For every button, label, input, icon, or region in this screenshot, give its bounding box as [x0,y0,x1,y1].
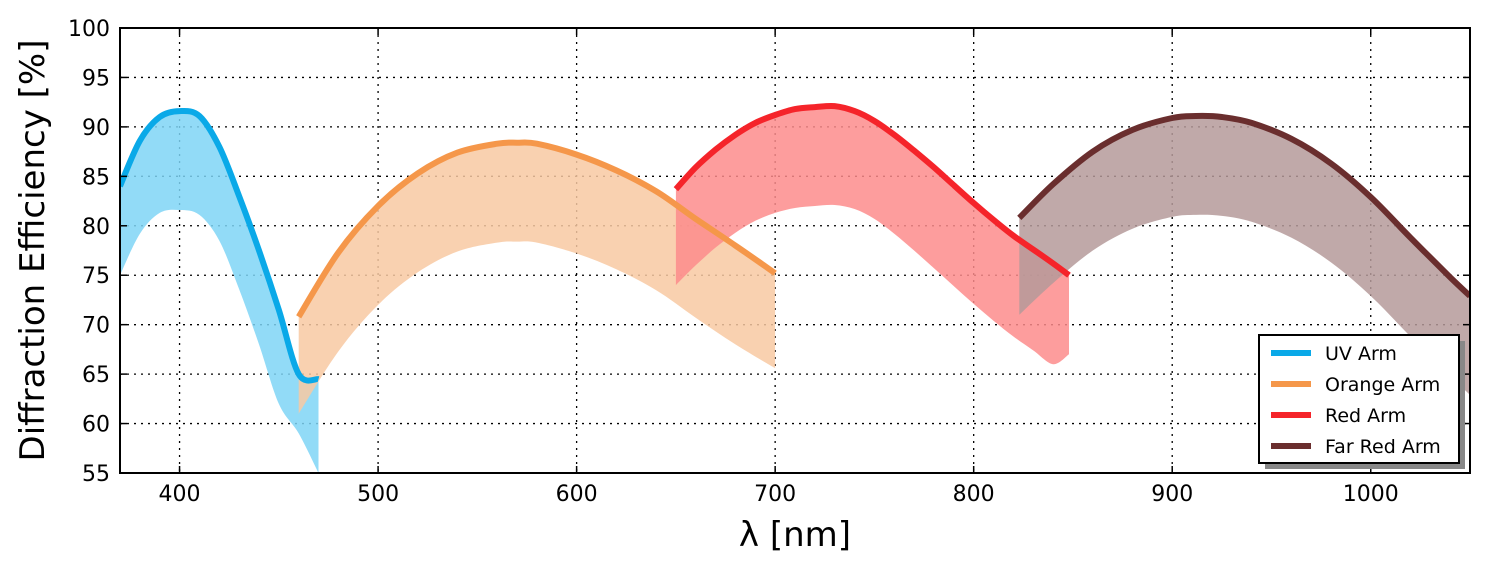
series-band [120,110,319,473]
y-tick-label: 90 [82,116,110,141]
axis-ticks: 400 500 600 700 800 900 1000 55 60 65 70 75 80 85 90 95… [68,17,1470,507]
x-tick-label: 900 [1151,482,1193,507]
x-tick-label: 500 [357,482,399,507]
y-tick-label: 95 [82,66,110,91]
x-tick-label: 600 [556,482,598,507]
legend-label: Red Arm [1325,405,1406,427]
y-tick-label: 65 [82,363,110,388]
series-line [296,139,777,319]
legend: UV Arm Orange Arm Red Arm Far Red Arm [1258,334,1465,469]
legend-label: Far Red Arm [1325,436,1441,458]
y-tick-label: 80 [82,215,110,240]
legend-label: UV Arm [1325,343,1397,365]
series-line [1017,112,1470,299]
x-tick-label: 700 [754,482,796,507]
y-tick-label: 75 [82,264,110,289]
series-line [120,107,320,384]
plot-frame [119,27,1471,474]
x-tick-label: 400 [159,482,201,507]
y-tick-label: 55 [82,462,110,487]
y-tick-label: 100 [68,17,110,42]
y-tick-label: 70 [82,314,110,339]
x-tick-label: 800 [953,482,995,507]
x-axis-label: λ [nm] [739,515,851,555]
legend-label: Orange Arm [1325,374,1440,396]
series-lines [120,102,1470,384]
y-tick-label: 60 [82,413,110,438]
x-tick-label: 1000 [1343,482,1399,507]
y-tick-label: 85 [82,165,110,190]
series-band [298,142,776,414]
y-axis-label: Diffraction Efficiency [%] [13,40,53,462]
series-line [673,102,1071,278]
legend-box [1258,334,1460,464]
series-band [675,105,1069,365]
